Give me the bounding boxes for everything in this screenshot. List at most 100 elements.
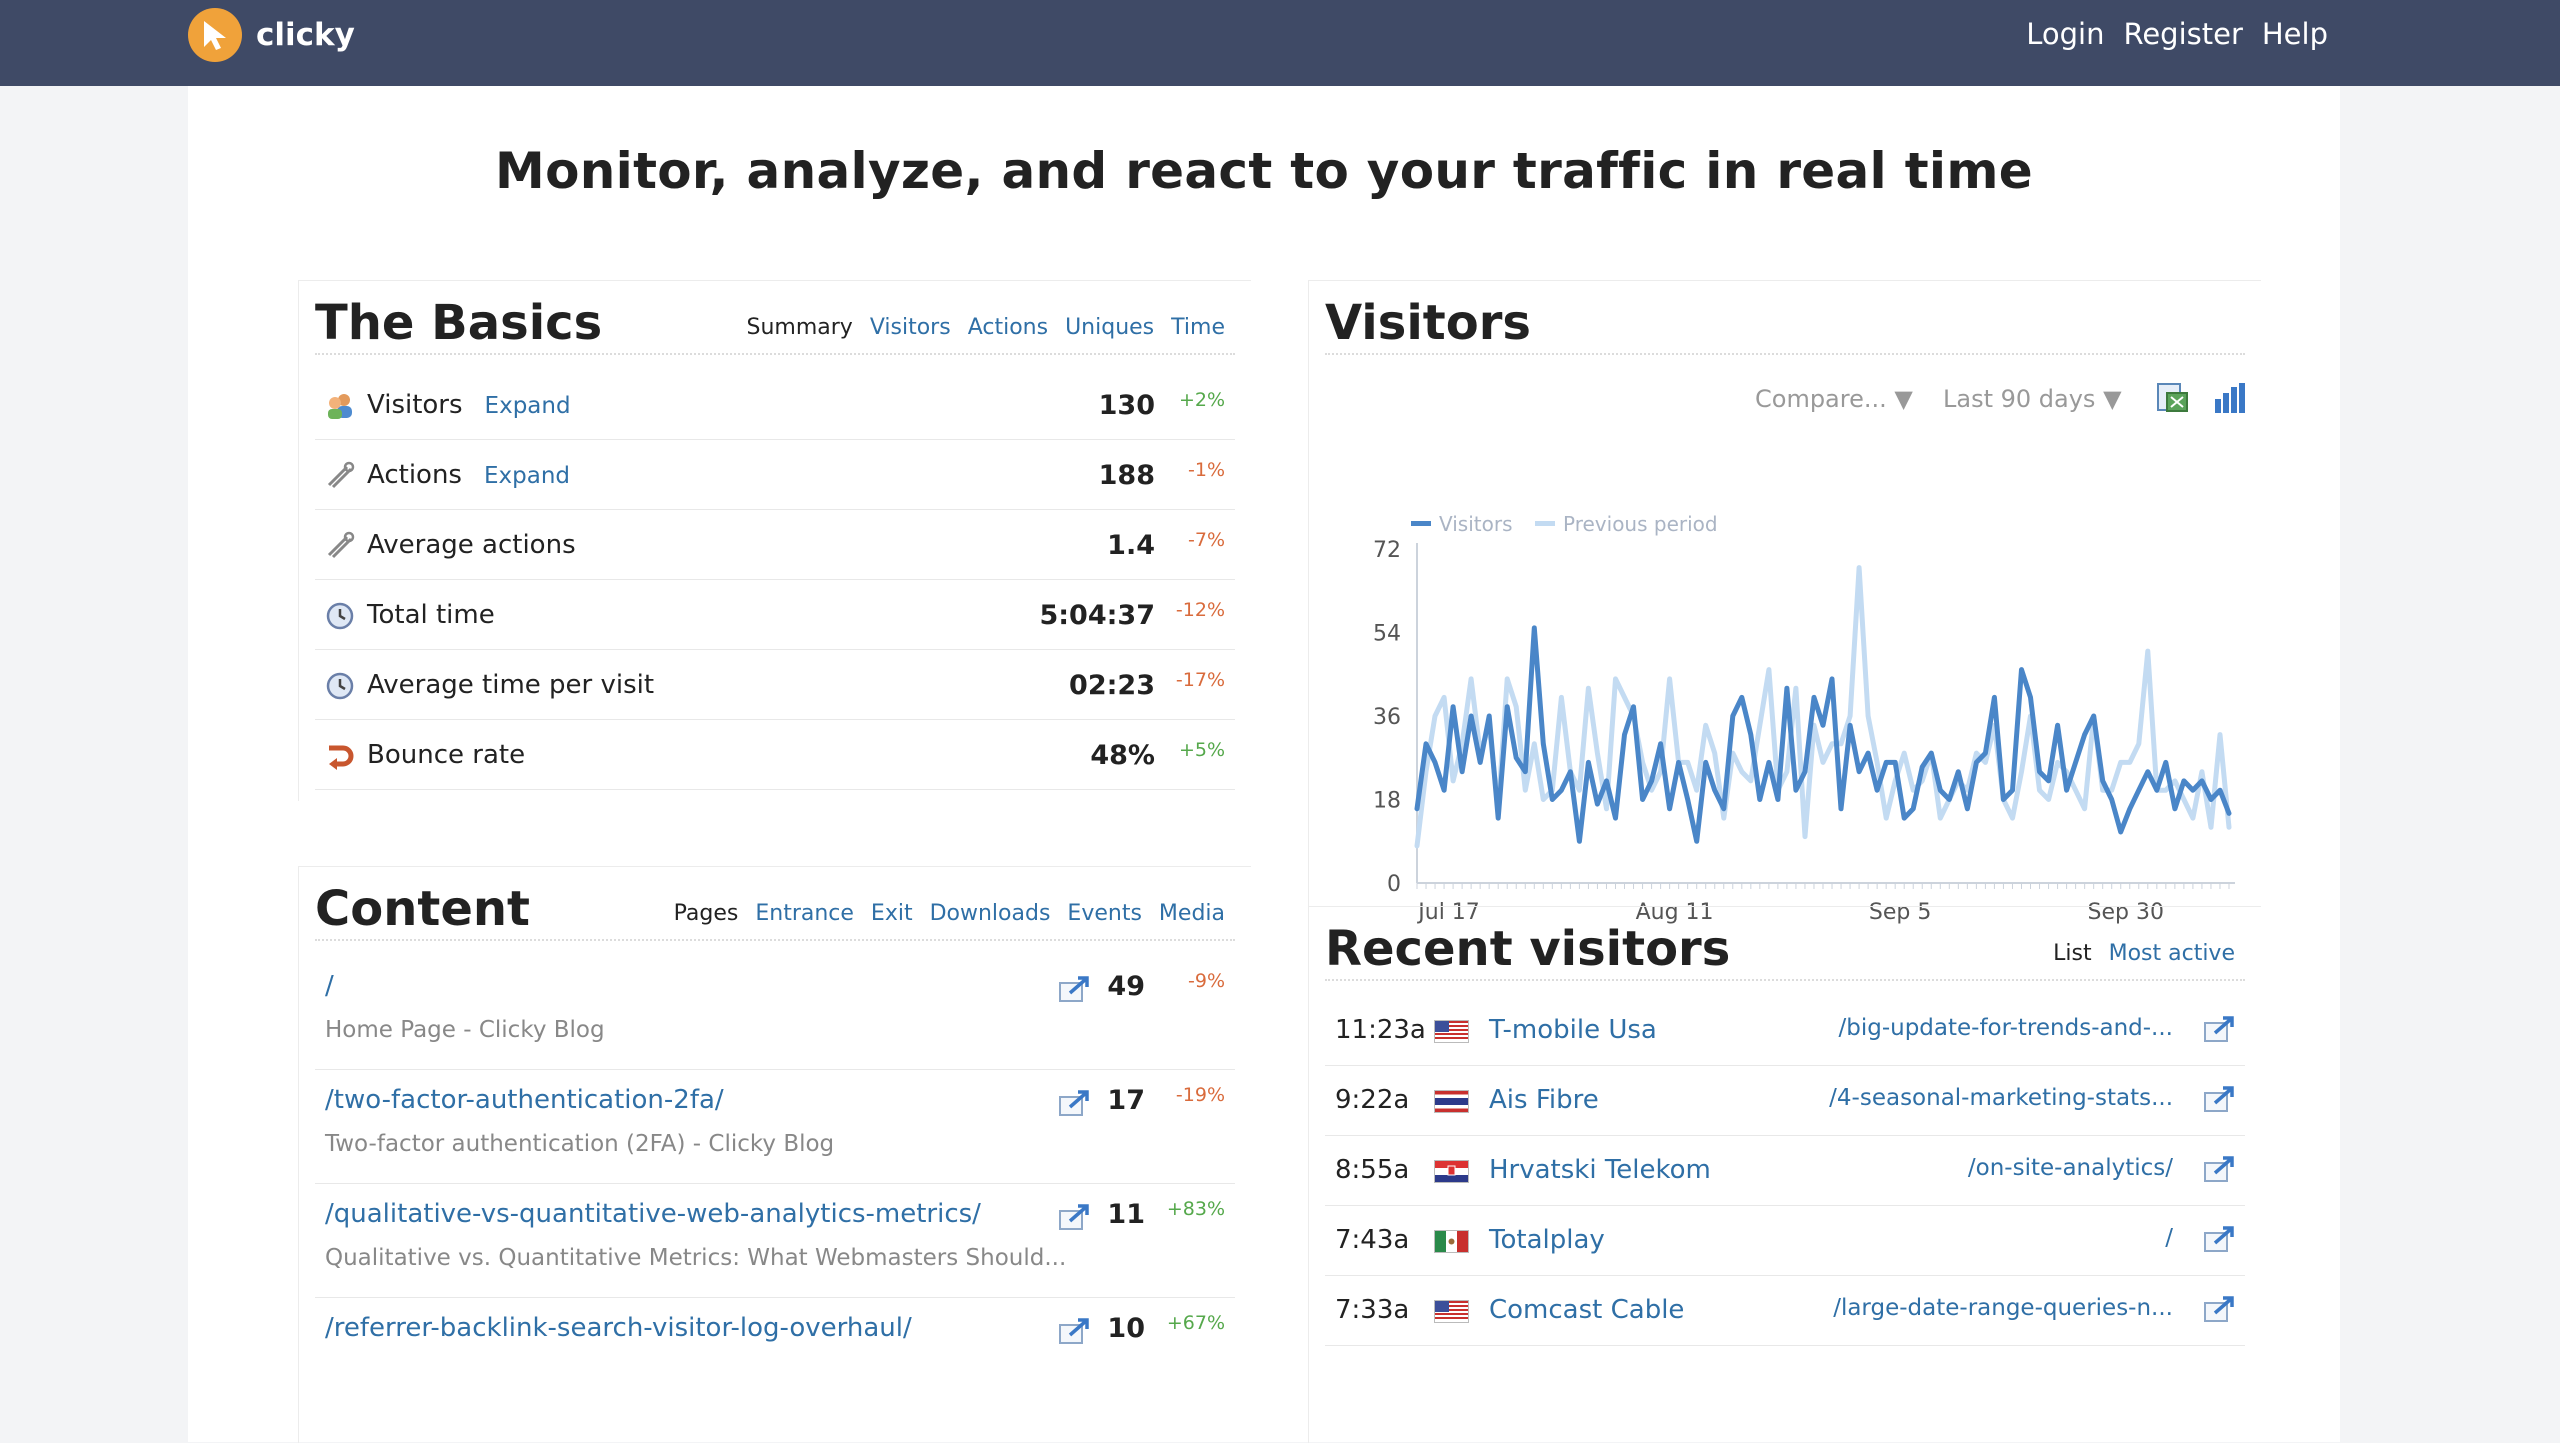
stat-value: 5:04:37 bbox=[1039, 600, 1155, 631]
y-tick-label: 36 bbox=[1373, 705, 1401, 730]
page-path-link[interactable]: /referrer-backlink-search-visitor-log-ov… bbox=[325, 1313, 912, 1343]
tab-media[interactable]: Media bbox=[1158, 901, 1225, 926]
visitor-isp-link[interactable]: Comcast Cable bbox=[1489, 1295, 1685, 1325]
cursor-logo-icon bbox=[188, 8, 242, 62]
page-visits: 17 bbox=[1107, 1085, 1145, 1116]
y-tick-label: 72 bbox=[1373, 538, 1401, 563]
content-title: Content bbox=[315, 881, 530, 937]
page-title: Two-factor authentication (2FA) - Clicky… bbox=[325, 1131, 835, 1157]
bounce-icon bbox=[329, 745, 354, 770]
external-link-icon[interactable] bbox=[2203, 1155, 2235, 1183]
basics-header: The Basics Summary Visitors Actions Uniq… bbox=[315, 293, 1235, 355]
visitor-row: 7:33a Comcast Cable /large-date-range-qu… bbox=[1325, 1275, 2245, 1346]
tab-events[interactable]: Events bbox=[1067, 901, 1142, 926]
visitor-page-link[interactable]: /on-site-analytics/ bbox=[1967, 1155, 2173, 1181]
visitor-page-link[interactable]: /large-date-range-queries-n... bbox=[1833, 1295, 2173, 1321]
visitor-page-link[interactable]: /4-seasonal-marketing-stats... bbox=[1829, 1085, 2173, 1111]
expand-link[interactable]: Expand bbox=[484, 393, 571, 419]
expand-link[interactable]: Expand bbox=[483, 463, 570, 489]
content-panel: Content Pages Entrance Exit Downloads Ev… bbox=[298, 866, 1251, 1443]
legend-swatch-previous bbox=[1535, 521, 1555, 526]
tab-exit[interactable]: Exit bbox=[870, 901, 913, 926]
stat-value: 1.4 bbox=[1107, 530, 1155, 561]
tab-summary[interactable]: Summary bbox=[746, 315, 853, 340]
date-range-dropdown[interactable]: Last 90 days ▼ bbox=[1943, 385, 2122, 413]
content-row: /two-factor-authentication-2fa/ Two-fact… bbox=[315, 1069, 1235, 1184]
page-path-link[interactable]: / bbox=[325, 971, 334, 1001]
export-icon[interactable] bbox=[2155, 381, 2189, 415]
clock-icon bbox=[326, 602, 354, 630]
stat-row-avg-time: Average time per visit 02:23 -17% bbox=[315, 649, 1235, 720]
tab-list[interactable]: List bbox=[2053, 941, 2092, 966]
basics-tabs: Summary Visitors Actions Uniques Time bbox=[747, 315, 1225, 340]
visitor-row: 11:23a T-mobile Usa /big-update-for-tren… bbox=[1325, 995, 2245, 1066]
external-link-icon[interactable] bbox=[1058, 1203, 1090, 1231]
tab-most-active[interactable]: Most active bbox=[2108, 941, 2235, 966]
external-link-icon[interactable] bbox=[1058, 975, 1090, 1003]
stat-change: -1% bbox=[1188, 459, 1225, 481]
help-link[interactable]: Help bbox=[2261, 17, 2328, 51]
stat-label: Average actions bbox=[367, 530, 576, 560]
y-tick-label: 0 bbox=[1387, 872, 1401, 897]
external-link-icon[interactable] bbox=[2203, 1295, 2235, 1323]
brand-logo-link[interactable]: clicky bbox=[188, 8, 355, 62]
visit-time: 7:33a bbox=[1335, 1295, 1410, 1325]
stat-row-visitors: Visitors Expand 130 +2% bbox=[315, 369, 1235, 440]
visit-time: 11:23a bbox=[1335, 1015, 1426, 1045]
stat-label: Visitors Expand bbox=[367, 390, 571, 420]
stat-change: -12% bbox=[1175, 599, 1225, 621]
page-path-link[interactable]: /qualitative-vs-quantitative-web-analyti… bbox=[325, 1199, 981, 1229]
page-title: Home Page - Clicky Blog bbox=[325, 1017, 605, 1043]
tab-uniques[interactable]: Uniques bbox=[1065, 315, 1155, 340]
visit-time: 9:22a bbox=[1335, 1085, 1410, 1115]
stat-change: +2% bbox=[1178, 389, 1225, 411]
chart-lines bbox=[1414, 565, 2232, 849]
stat-change: +5% bbox=[1178, 739, 1225, 761]
tab-downloads[interactable]: Downloads bbox=[929, 901, 1051, 926]
stat-value: 188 bbox=[1098, 460, 1155, 491]
tab-pages[interactable]: Pages bbox=[673, 901, 739, 926]
visitor-page-link[interactable]: / bbox=[2165, 1225, 2173, 1251]
content-row: /qualitative-vs-quantitative-web-analyti… bbox=[315, 1183, 1235, 1298]
external-link-icon[interactable] bbox=[2203, 1085, 2235, 1113]
hero-headline: Monitor, analyze, and react to your traf… bbox=[495, 142, 2033, 200]
clock-icon bbox=[326, 672, 354, 700]
page-change: +67% bbox=[1166, 1312, 1225, 1334]
tab-visitors[interactable]: Visitors bbox=[869, 315, 951, 340]
stat-label: Average time per visit bbox=[367, 670, 655, 700]
login-link[interactable]: Login bbox=[2026, 17, 2105, 51]
content-header: Content Pages Entrance Exit Downloads Ev… bbox=[315, 879, 1235, 941]
external-link-icon[interactable] bbox=[1058, 1089, 1090, 1117]
bar-chart-icon[interactable] bbox=[2213, 381, 2249, 415]
visitor-page-link[interactable]: /big-update-for-trends-and-... bbox=[1838, 1015, 2173, 1041]
visitor-isp-link[interactable]: Totalplay bbox=[1489, 1225, 1605, 1255]
tab-time[interactable]: Time bbox=[1171, 315, 1225, 340]
x-tick-label: Sep 30 bbox=[2087, 900, 2163, 925]
stat-label: Bounce rate bbox=[367, 740, 526, 770]
stat-value: 48% bbox=[1090, 740, 1155, 771]
external-link-icon[interactable] bbox=[2203, 1225, 2235, 1253]
compare-dropdown[interactable]: Compare... ▼ bbox=[1755, 385, 1913, 413]
stat-row-average-actions: Average actions 1.4 -7% bbox=[315, 509, 1235, 580]
recent-title: Recent visitors bbox=[1325, 921, 1731, 977]
content-row: /referrer-backlink-search-visitor-log-ov… bbox=[315, 1297, 1235, 1411]
visitor-isp-link[interactable]: Hrvatski Telekom bbox=[1489, 1155, 1711, 1185]
register-link[interactable]: Register bbox=[2123, 17, 2243, 51]
us-flag-icon bbox=[1435, 1021, 1468, 1042]
visitor-isp-link[interactable]: Ais Fibre bbox=[1489, 1085, 1599, 1115]
page-path-link[interactable]: /two-factor-authentication-2fa/ bbox=[325, 1085, 724, 1115]
content-tabs: Pages Entrance Exit Downloads Events Med… bbox=[674, 901, 1225, 926]
y-tick-label: 18 bbox=[1373, 789, 1401, 814]
visitor-isp-link[interactable]: T-mobile Usa bbox=[1489, 1015, 1657, 1045]
visitor-row: 9:22a Ais Fibre /4-seasonal-marketing-st… bbox=[1325, 1065, 2245, 1136]
stat-row-bounce-rate: Bounce rate 48% +5% bbox=[315, 719, 1235, 790]
tab-entrance[interactable]: Entrance bbox=[755, 901, 854, 926]
y-tick-label: 54 bbox=[1373, 622, 1401, 647]
tab-actions[interactable]: Actions bbox=[967, 315, 1049, 340]
external-link-icon[interactable] bbox=[2203, 1015, 2235, 1043]
x-tick-label: Sep 5 bbox=[1869, 900, 1931, 925]
page-visits: 49 bbox=[1107, 971, 1145, 1002]
hr-flag-icon bbox=[1435, 1161, 1468, 1182]
external-link-icon[interactable] bbox=[1058, 1317, 1090, 1345]
basics-panel: The Basics Summary Visitors Actions Uniq… bbox=[298, 280, 1251, 801]
